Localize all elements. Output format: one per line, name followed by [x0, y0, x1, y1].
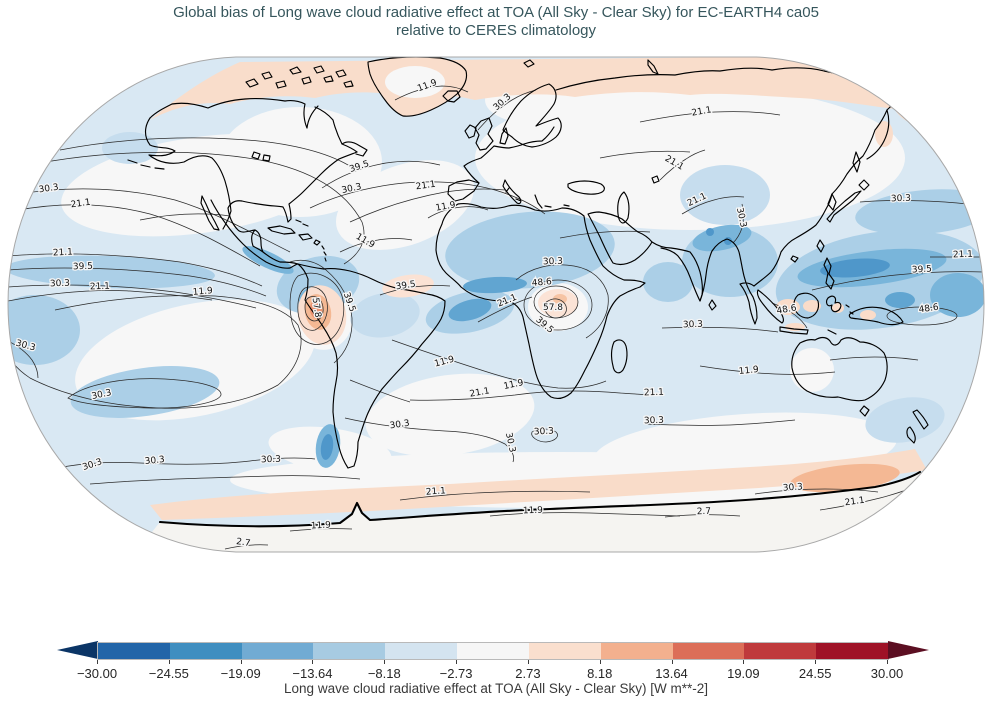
contour-label: 39.5 [912, 264, 933, 275]
colorbar-tick-label: −30.00 [76, 666, 118, 681]
contour-label: 57.8 [543, 303, 563, 313]
contour-label: 11.9 [311, 520, 332, 531]
contour-label: 39.5 [73, 262, 93, 273]
contour-label: 30.3 [389, 419, 410, 432]
contour-label: 48.6 [531, 277, 552, 289]
contour-label: 21.1 [691, 105, 712, 118]
colorbar-tick-label: −24.55 [148, 666, 189, 681]
colorbar-segment [816, 643, 888, 659]
colorbar-segment [672, 643, 745, 659]
antarctica-coastline [158, 470, 922, 528]
figure-title-line1: Global bias of Long wave cloud radiative… [173, 4, 819, 21]
contour-label: 30.3 [543, 257, 563, 268]
contour-label: 21.1 [469, 386, 490, 399]
colorbar-under-arrow [57, 641, 98, 659]
contour-label: 21.1 [90, 282, 110, 293]
contour-label: 30.3 [891, 194, 911, 205]
colorbar-segment [528, 643, 601, 659]
colorbar-tick-label: −13.64 [292, 666, 333, 681]
colorbar-segment [457, 643, 529, 659]
colorbar-tick-label: 8.18 [587, 666, 613, 681]
colorbar-tick [887, 660, 888, 664]
contour-label: 21.1 [426, 486, 447, 497]
contour-label: 11.9 [192, 286, 213, 298]
contour-label: 11.9 [738, 365, 759, 377]
colorbar-over-arrow [888, 641, 929, 659]
contour-label: 21.1 [53, 247, 74, 258]
contour-label: 30.3 [683, 320, 703, 331]
world-map: 30.321.121.139.530.3 21.1 11.930.330.330.3… [7, 56, 985, 553]
colorbar-tick [312, 660, 314, 664]
fill-layer [8, 57, 984, 552]
colorbar: −30.00 −24.55 −19.09 −13.64 −8.18 −2.73 2.73 8.… [57, 641, 937, 681]
colorbar-tick [671, 660, 673, 664]
colorbar-tick [384, 660, 386, 664]
colorbar-tick-label: 24.55 [798, 666, 832, 681]
colorbar-tick-label: 19.09 [727, 666, 760, 681]
contour-label: 21.1 [644, 388, 664, 399]
colorbar-tick [168, 660, 170, 664]
figure-title: Global bias of Long wave cloud radiative… [0, 4, 992, 40]
colorbar-tick [240, 660, 242, 664]
colorbar-tick-label: −8.18 [367, 666, 401, 681]
colorbar-segment [241, 643, 314, 659]
colorbar-tick [815, 660, 817, 664]
contour-label: 11.9 [523, 506, 544, 517]
colorbar-tick [527, 660, 529, 664]
contour-label: 39.5 [395, 280, 416, 293]
colorbar-segment [169, 643, 242, 659]
map-outline [7, 56, 985, 553]
colorbar-segment [385, 643, 458, 659]
colorbar-segment [600, 643, 673, 659]
colorbar-axis-label: Long wave cloud radiative effect at TOA … [284, 681, 708, 696]
contour-label: 2.7 [235, 537, 251, 549]
contour-label: 21.1 [415, 180, 436, 193]
colorbar-tick [599, 660, 601, 664]
contour-label: 2.7 [697, 507, 712, 517]
contour-label: 30.3 [261, 455, 281, 466]
contour-label: 48.6 [776, 303, 798, 316]
colorbar-segment [313, 643, 386, 659]
contour-label: 21.1 [953, 250, 973, 261]
colorbar-tick-label: −2.73 [439, 666, 473, 681]
contour-label: 57.8 [310, 297, 323, 319]
contour-label: 30.3 [534, 426, 555, 437]
colorbar-segment [98, 643, 170, 659]
contour-label: 30.3 [38, 183, 59, 196]
colorbar-tick-label: 30.00 [870, 666, 904, 681]
contour-lines [8, 85, 984, 550]
figure-title-line2: relative to CERES climatology [395, 22, 597, 39]
colorbar-tick-label: 2.73 [515, 666, 541, 681]
contour-label: 11.9 [435, 200, 457, 213]
colorbar-segments [97, 642, 889, 660]
colorbar-tick [456, 660, 458, 664]
contour-label: 30.3 [644, 416, 664, 427]
colorbar-tick [743, 660, 745, 664]
colorbar-tick [97, 660, 98, 664]
contour-label: 30.3 [50, 279, 70, 290]
contour-label: 48.6 [918, 303, 940, 316]
colorbar-tick-label: 13.64 [655, 666, 688, 681]
colorbar-tick-label: −19.09 [220, 666, 261, 681]
coastlines [127, 57, 958, 469]
contour-label: 30.3 [783, 482, 804, 493]
contour-label: 30.3 [144, 455, 165, 467]
contour-label: 21.1 [70, 198, 91, 211]
contour-label: 21.1 [844, 496, 865, 509]
colorbar-segment [744, 643, 817, 659]
